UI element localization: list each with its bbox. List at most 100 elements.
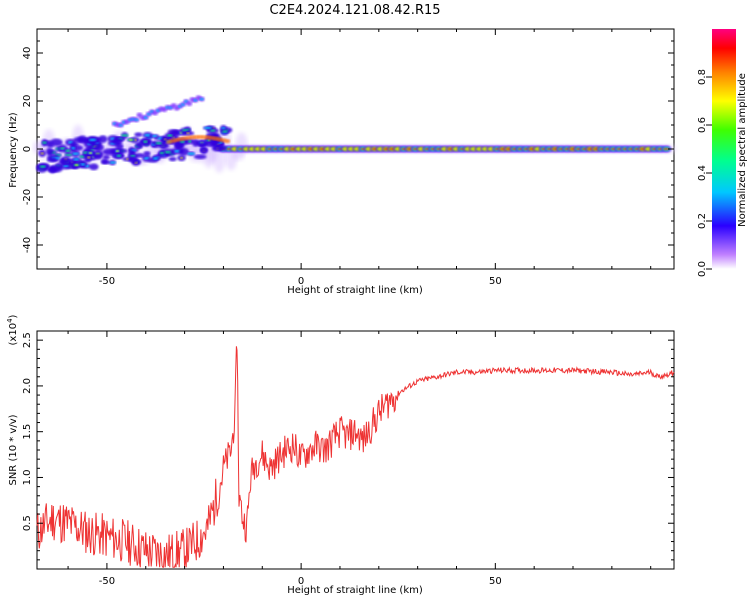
spectrogram-blob xyxy=(203,126,212,130)
spectrogram-ytick-label: -40 xyxy=(22,237,33,253)
spectrogram-blob xyxy=(101,158,109,164)
spectrogram-blob xyxy=(186,132,190,135)
snr-xtick-label: 50 xyxy=(489,576,502,587)
spectrogram-blob xyxy=(42,141,47,144)
spectrogram-blob xyxy=(181,103,186,106)
spectrogram-blob xyxy=(65,149,71,153)
snr-ytick-label: 0.5 xyxy=(22,515,33,531)
spectrogram-blob xyxy=(71,152,80,155)
spectrogram-blob xyxy=(62,164,69,168)
spectrogram-blob xyxy=(128,156,138,163)
spectrogram-blob xyxy=(180,156,184,159)
spectrogram-blob xyxy=(224,139,231,144)
spectrogram-blob xyxy=(115,150,119,153)
spectrogram-blob xyxy=(151,134,158,138)
spectrogram-blob xyxy=(116,154,122,158)
spectrogram-blob xyxy=(118,123,123,127)
spectrogram-blob xyxy=(93,153,103,160)
spectrogram-ytick-label: -20 xyxy=(22,189,33,205)
spectrogram-blob xyxy=(143,151,151,156)
spectrogram-blob xyxy=(143,157,150,160)
snr-panel: -50 0 50 0.5 1.0 1.5 2.0 2.5 Height of straight… xyxy=(6,314,675,596)
colorbar: 0.0 0.2 0.4 0.6 0.8 Normalized spectral ampl… xyxy=(697,29,748,277)
spectrogram-blob xyxy=(155,141,162,145)
spectrogram-blob xyxy=(152,157,159,160)
colorbar-tick-label: 0.4 xyxy=(697,165,708,181)
spectrogram-xtick-label: 50 xyxy=(489,276,502,287)
spectrogram-blob xyxy=(209,129,216,132)
spectrogram-panel: -50 0 50 40 20 0 -20 -40 Height of straight lin… xyxy=(8,28,677,296)
spectrogram-blob xyxy=(193,154,207,160)
spectrogram-blob xyxy=(120,134,129,137)
spectrogram-blob xyxy=(144,133,152,137)
colorbar-tick-label: 0.8 xyxy=(697,69,708,85)
snr-scale-prefix: (x10 xyxy=(8,323,19,346)
spectrogram-blob xyxy=(89,152,93,155)
colorbar-tick-label: 0.6 xyxy=(697,117,708,133)
colorbar-tick-label: 0.2 xyxy=(697,213,708,229)
spectrogram-blob xyxy=(186,101,193,107)
spectrogram-blob xyxy=(143,116,148,119)
snr-ytick-label: 1.5 xyxy=(22,424,33,440)
snr-xtick-label: -50 xyxy=(99,576,115,587)
snr-ylabel: SNR (10 * v/v) xyxy=(8,414,19,485)
spectrogram-blob xyxy=(58,158,70,165)
spectrogram-ytick-label: 40 xyxy=(22,47,33,60)
colorbar-ticks: 0.0 0.2 0.4 0.6 0.8 xyxy=(697,69,712,277)
spectrogram-ytick-label: 20 xyxy=(22,95,33,108)
spectrogram-blob xyxy=(178,147,190,156)
spectrogram-blob xyxy=(71,146,76,150)
spectrogram-blob xyxy=(75,164,79,167)
spectrogram-blob xyxy=(179,140,185,143)
snr-scale-exponent: 4 xyxy=(6,318,14,323)
spectrogram-blob xyxy=(199,97,204,101)
spectrogram-image xyxy=(32,95,677,174)
spectrogram-blob xyxy=(98,135,108,144)
snr-scale-close: ) xyxy=(8,314,19,318)
snr-ytick-label: 1.0 xyxy=(22,470,33,486)
colorbar-tick-label: 0.0 xyxy=(697,261,708,277)
spectrogram-blob xyxy=(134,132,143,137)
figure-title: C2E4.2024.121.08.42.R15 xyxy=(269,3,440,18)
snr-ytick-label: 2.5 xyxy=(22,332,33,348)
spectrogram-blob xyxy=(88,138,97,142)
snr-series-line xyxy=(36,346,675,568)
spectrogram-blob xyxy=(143,140,148,144)
snr-ytick-label: 2.0 xyxy=(22,378,33,394)
spectrogram-blob xyxy=(73,158,80,161)
snr-scale-factor: (x104) xyxy=(6,314,19,345)
spectrogram-blob xyxy=(187,152,196,155)
spectrogram-blob xyxy=(65,153,72,157)
spectrogram-blob xyxy=(45,147,54,156)
colorbar-gradient xyxy=(712,29,736,269)
spectrogram-blob xyxy=(213,146,228,151)
spectrogram-blob xyxy=(112,137,123,146)
spectrogram-blob xyxy=(199,147,209,153)
spectrogram-blob xyxy=(40,152,44,155)
spectrogram-blob xyxy=(163,150,172,154)
svg-text:(x104): (x104) xyxy=(6,314,19,345)
spectrogram-blob xyxy=(159,151,165,155)
spectrogram-ticks: -50 0 50 40 20 0 -20 -40 xyxy=(22,28,674,287)
spectrogram-blob xyxy=(93,143,104,152)
spectrogram-blob xyxy=(135,142,144,149)
spectrogram-ylabel: Frequency (Hz) xyxy=(8,112,19,188)
spectrogram-blob xyxy=(87,156,91,159)
spectrogram-blob xyxy=(168,156,177,162)
spectrogram-blob xyxy=(193,98,198,102)
spectrogram-blob xyxy=(109,161,117,164)
spectrogram-xtick-label: 0 xyxy=(298,276,304,287)
spectrogram-blob xyxy=(102,154,110,160)
snr-xtick-label: 0 xyxy=(298,576,304,587)
spectrogram-blob xyxy=(181,129,189,132)
snr-xlabel: Height of straight line (km) xyxy=(287,585,423,596)
spectrogram-blob xyxy=(73,137,85,143)
spectrogram-blob xyxy=(192,139,200,147)
spectrogram-ytick-label: 0 xyxy=(22,146,33,152)
spectrogram-blob xyxy=(221,127,226,130)
snr-ticks: -50 0 50 0.5 1.0 1.5 2.0 2.5 xyxy=(22,331,674,587)
spectrogram-xtick-label: -50 xyxy=(99,276,115,287)
spectrogram-blob xyxy=(129,138,133,141)
